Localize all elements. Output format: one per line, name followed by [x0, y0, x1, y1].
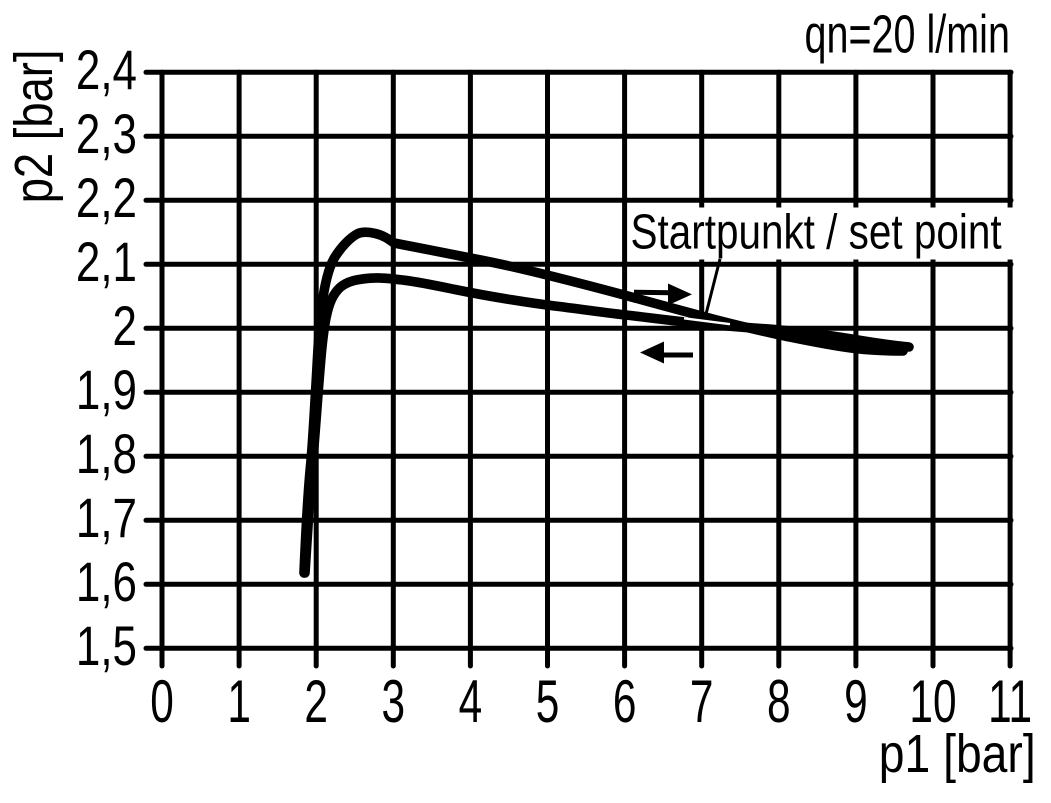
svg-text:8: 8 — [767, 669, 791, 736]
svg-text:9: 9 — [844, 669, 868, 736]
svg-text:p2 [bar]: p2 [bar] — [3, 49, 64, 203]
svg-text:2: 2 — [304, 669, 328, 736]
svg-text:1,5: 1,5 — [76, 614, 137, 677]
svg-text:1,9: 1,9 — [76, 358, 137, 421]
svg-text:7: 7 — [690, 669, 714, 736]
svg-text:2,2: 2,2 — [76, 166, 137, 229]
svg-text:p1 [bar]: p1 [bar] — [879, 723, 1036, 784]
svg-text:1,6: 1,6 — [76, 550, 137, 613]
svg-text:2: 2 — [113, 294, 137, 357]
svg-text:3: 3 — [382, 669, 406, 736]
svg-text:6: 6 — [613, 669, 637, 736]
svg-text:4: 4 — [459, 669, 483, 736]
svg-text:5: 5 — [536, 669, 560, 736]
svg-text:2,4: 2,4 — [76, 38, 137, 101]
svg-text:qn=20 l/min: qn=20 l/min — [805, 5, 1010, 65]
svg-text:1: 1 — [227, 669, 251, 736]
svg-text:2,1: 2,1 — [76, 230, 137, 293]
svg-text:10: 10 — [909, 669, 956, 736]
svg-text:2,3: 2,3 — [76, 102, 137, 165]
svg-text:Startpunkt / set point: Startpunkt / set point — [631, 204, 1003, 260]
svg-text:11: 11 — [988, 669, 1032, 736]
svg-text:1,7: 1,7 — [76, 486, 137, 549]
svg-text:0: 0 — [150, 669, 174, 736]
svg-text:1,8: 1,8 — [76, 422, 137, 485]
